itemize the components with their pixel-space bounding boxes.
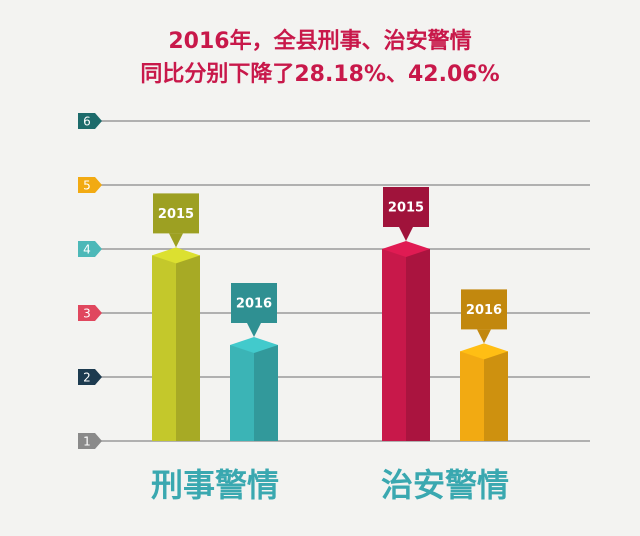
bar-front [230,345,254,441]
bar [152,247,200,441]
bar-front [152,255,176,441]
bar-top [382,241,430,257]
bar-top [230,337,278,353]
bar-top [460,343,508,360]
x-tick-label: 治安警情 [381,466,509,504]
y-tick-label: 5 [83,179,91,193]
callout-pointer [477,329,491,344]
bar-front [460,351,484,441]
y-tick-label: 3 [83,307,91,321]
callout-label: 2015 [388,201,424,216]
x-tick-label: 刑事警情 [151,466,279,504]
bar-top [152,247,200,264]
bar-side [176,255,200,441]
bar [382,241,430,441]
chart-subtitle: 同比分别下降了28.18%、42.06% [140,62,499,87]
y-tick-tag [78,433,102,449]
y-tick-label: 4 [83,243,91,257]
y-tick-label: 6 [83,115,91,129]
y-tick-tag [78,369,102,385]
callout-label: 2015 [158,207,194,222]
y-tick-tag [78,177,102,193]
bar-side [254,345,278,441]
bar [230,337,278,441]
callout-label: 2016 [466,303,502,318]
chart-title: 2016年，全县刑事、治安警情 [168,28,471,54]
y-tick-label: 1 [83,435,91,449]
callout-box [461,289,507,330]
bar-side [484,351,508,441]
bar [460,343,508,441]
y-tick-tag [78,305,102,321]
callout-box [153,193,199,234]
y-tick-tag [78,113,102,129]
callout-pointer [247,323,261,337]
bar-front [382,249,406,441]
callout-label: 2016 [236,297,272,312]
y-tick-tag [78,241,102,257]
callout-box [231,283,277,323]
callout-pointer [169,233,183,248]
callout-box [383,187,429,227]
callout-pointer [399,227,413,241]
y-tick-label: 2 [83,371,91,385]
bar-side [406,249,430,441]
